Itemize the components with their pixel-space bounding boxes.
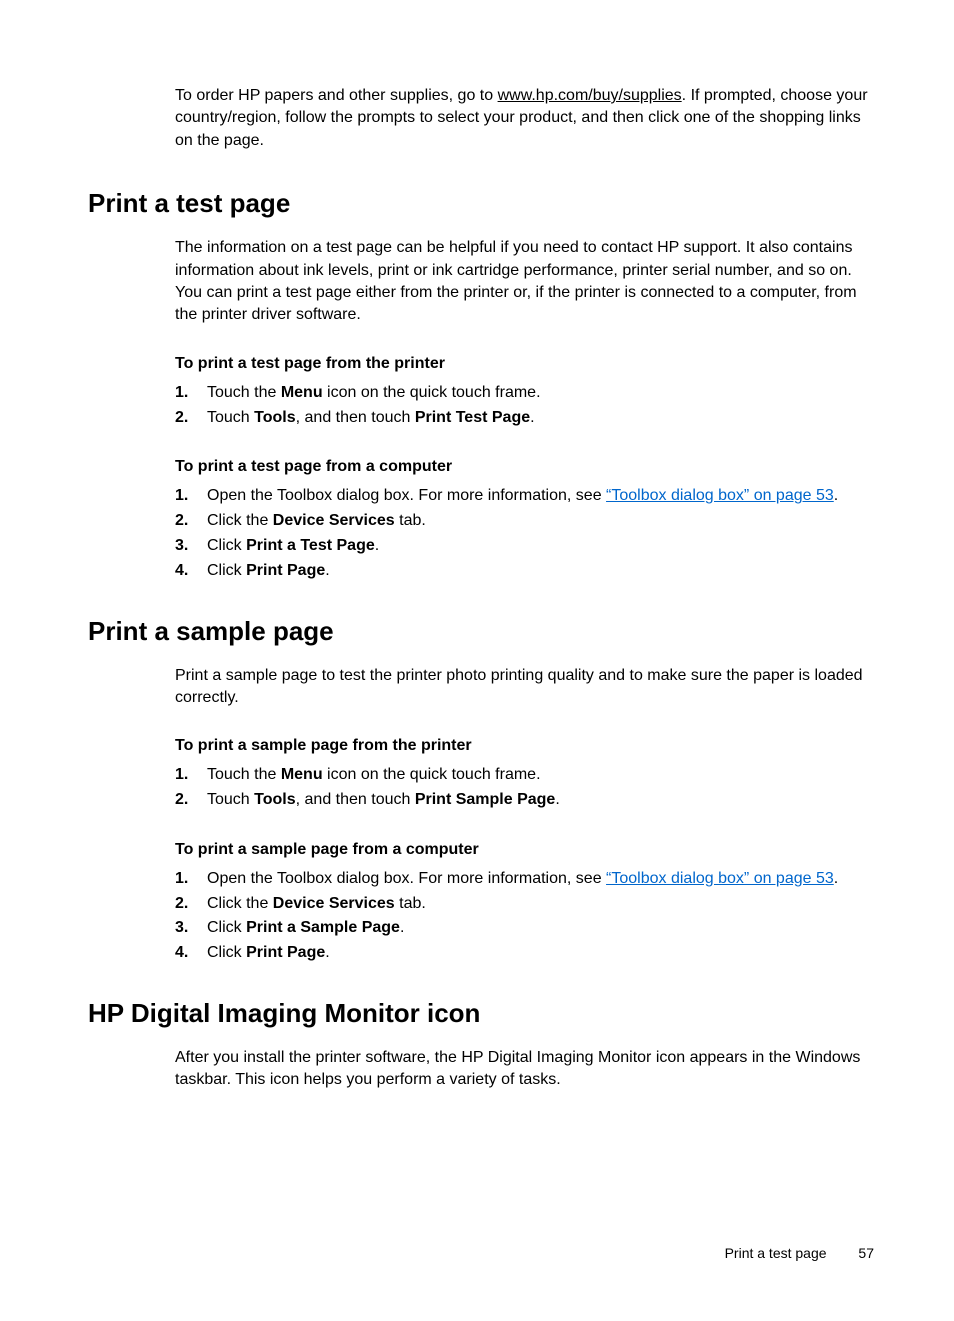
subheading-sample-printer: To print a sample page from the printer xyxy=(175,737,874,755)
section-print-test-page: Print a test page The information on a t… xyxy=(80,188,874,583)
list-item: Touch Tools, and then touch Print Sample… xyxy=(175,788,874,813)
section-hp-digital-imaging: HP Digital Imaging Monitor icon After yo… xyxy=(80,998,874,1092)
list-test-printer: Touch the Menu icon on the quick touch f… xyxy=(175,381,874,431)
list-item: Touch Tools, and then touch Print Test P… xyxy=(175,406,874,431)
list-item: Open the Toolbox dialog box. For more in… xyxy=(175,484,874,509)
intro-pre: To order HP papers and other supplies, g… xyxy=(175,87,498,104)
footer-page-number: 57 xyxy=(858,1245,874,1261)
para-test-page: The information on a test page can be he… xyxy=(175,237,874,327)
list-item: Click Print Page. xyxy=(175,941,874,966)
list-item: Click Print a Test Page. xyxy=(175,534,874,559)
heading-hp-digital-imaging: HP Digital Imaging Monitor icon xyxy=(88,998,874,1029)
list-test-computer: Open the Toolbox dialog box. For more in… xyxy=(175,484,874,583)
toolbox-link[interactable]: “Toolbox dialog box” on page 53 xyxy=(606,487,834,504)
heading-print-sample-page: Print a sample page xyxy=(88,616,874,647)
list-sample-printer: Touch the Menu icon on the quick touch f… xyxy=(175,763,874,813)
list-item: Touch the Menu icon on the quick touch f… xyxy=(175,381,874,406)
footer-label: Print a test page xyxy=(725,1245,827,1261)
list-item: Open the Toolbox dialog box. For more in… xyxy=(175,867,874,892)
list-item: Click the Device Services tab. xyxy=(175,509,874,534)
list-item: Touch the Menu icon on the quick touch f… xyxy=(175,763,874,788)
toolbox-link[interactable]: “Toolbox dialog box” on page 53 xyxy=(606,870,834,887)
heading-print-test-page: Print a test page xyxy=(88,188,874,219)
subheading-test-printer: To print a test page from the printer xyxy=(175,355,874,373)
supplies-link[interactable]: www.hp.com/buy/supplies xyxy=(498,87,682,104)
para-sample-page: Print a sample page to test the printer … xyxy=(175,665,874,710)
list-sample-computer: Open the Toolbox dialog box. For more in… xyxy=(175,867,874,966)
list-item: Click Print a Sample Page. xyxy=(175,916,874,941)
section-print-sample-page: Print a sample page Print a sample page … xyxy=(80,616,874,967)
subheading-test-computer: To print a test page from a computer xyxy=(175,458,874,476)
intro-paragraph: To order HP papers and other supplies, g… xyxy=(175,85,874,152)
page-footer: Print a test page 57 xyxy=(725,1245,874,1261)
subheading-sample-computer: To print a sample page from a computer xyxy=(175,841,874,859)
para-hp-digital-imaging: After you install the printer software, … xyxy=(175,1047,874,1092)
list-item: Click the Device Services tab. xyxy=(175,892,874,917)
list-item: Click Print Page. xyxy=(175,559,874,584)
